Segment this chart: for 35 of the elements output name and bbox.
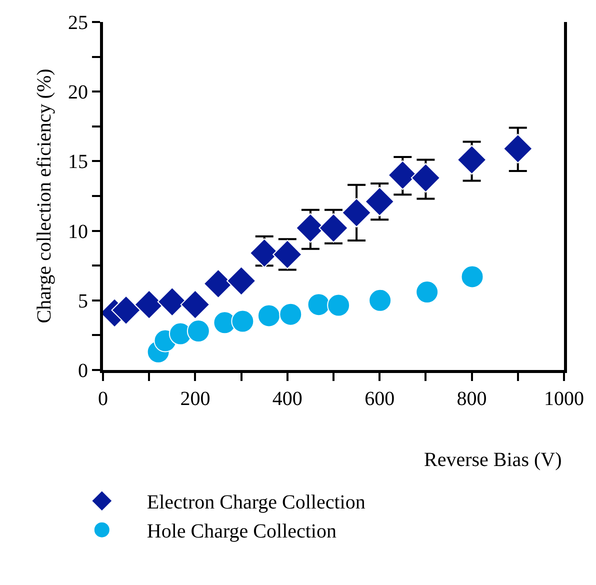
point bbox=[226, 266, 256, 296]
y-tick-label: 5 bbox=[78, 290, 88, 312]
point bbox=[327, 294, 350, 317]
point bbox=[272, 240, 302, 270]
y-tick-label: 0 bbox=[78, 360, 88, 382]
point bbox=[279, 302, 302, 326]
x-tick-label: 0 bbox=[98, 388, 108, 410]
point bbox=[231, 310, 254, 333]
y-tick-label: 20 bbox=[68, 82, 88, 104]
y-tick-label: 15 bbox=[68, 151, 88, 174]
x-tick-label: 600 bbox=[364, 388, 395, 410]
legend-label: Hole Charge Collection bbox=[146, 520, 336, 543]
y-tick-label: 10 bbox=[68, 220, 88, 243]
x-tick-label: 800 bbox=[456, 388, 487, 410]
point bbox=[318, 213, 348, 243]
point bbox=[416, 280, 439, 304]
point bbox=[368, 288, 392, 312]
point bbox=[180, 290, 210, 320]
point bbox=[257, 304, 280, 328]
point bbox=[364, 186, 394, 216]
x-tick-label: 400 bbox=[272, 388, 302, 410]
point bbox=[410, 163, 440, 193]
y-tick-label: 25 bbox=[68, 12, 88, 34]
point bbox=[342, 198, 372, 228]
point bbox=[186, 320, 210, 343]
x-tick-label: 200 bbox=[180, 388, 210, 410]
point bbox=[503, 134, 533, 164]
x-tick-label: 1000 bbox=[544, 388, 584, 410]
y-axis-title: Charge collection eficiency (%) bbox=[34, 68, 56, 324]
point bbox=[457, 145, 487, 175]
x-axis-title: Reverse Bias (V) bbox=[424, 449, 562, 471]
point bbox=[111, 295, 141, 325]
point bbox=[307, 293, 330, 316]
legend-label: Electron Charge Collection bbox=[146, 492, 366, 514]
point bbox=[460, 265, 484, 288]
